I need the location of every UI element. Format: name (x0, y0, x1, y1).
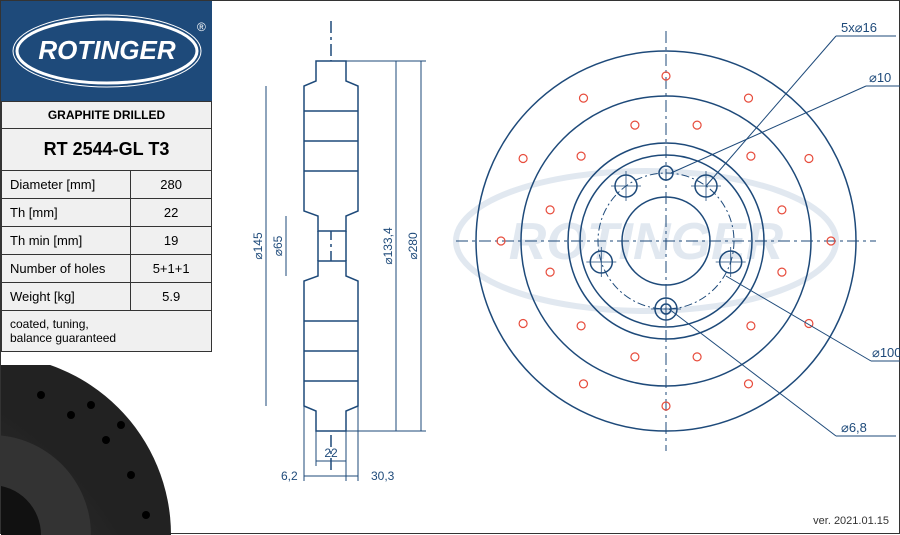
notes-text: coated, tuning, balance guaranteed (2, 311, 212, 352)
table-row: Th [mm] 22 (2, 199, 212, 227)
spec-value: 5+1+1 (131, 255, 212, 283)
svg-text:6,2: 6,2 (281, 469, 298, 483)
spec-table: GRAPHITE DRILLED RT 2544-GL T3 Diameter … (1, 101, 212, 352)
brand-logo-panel: ROTINGER ® (1, 1, 212, 101)
svg-text:⌀133,4: ⌀133,4 (381, 227, 395, 265)
spec-value: 19 (131, 227, 212, 255)
spec-value: 280 (131, 171, 212, 199)
svg-text:⌀145: ⌀145 (251, 232, 265, 260)
spec-value: 22 (131, 199, 212, 227)
spec-label: Th [mm] (2, 199, 131, 227)
table-row: Weight [kg] 5.9 (2, 283, 212, 311)
spec-label: Th min [mm] (2, 227, 131, 255)
spec-label: Diameter [mm] (2, 171, 131, 199)
technical-drawing: ROTINGER (216, 1, 900, 511)
svg-text:®: ® (197, 20, 206, 34)
svg-text:ROTINGER: ROTINGER (38, 35, 175, 65)
svg-text:⌀10: ⌀10 (869, 70, 891, 85)
svg-text:⌀100: ⌀100 (872, 345, 900, 360)
spec-label: Number of holes (2, 255, 131, 283)
svg-text:5x⌀16: 5x⌀16 (841, 20, 877, 35)
spec-label: Weight [kg] (2, 283, 131, 311)
product-type-row: GRAPHITE DRILLED (2, 102, 212, 129)
product-type: GRAPHITE DRILLED (2, 102, 212, 129)
table-row: Number of holes 5+1+1 (2, 255, 212, 283)
disc-thumbnail (1, 365, 181, 535)
table-row: Th min [mm] 19 (2, 227, 212, 255)
svg-text:⌀6,8: ⌀6,8 (841, 420, 867, 435)
svg-text:30,3: 30,3 (371, 469, 395, 483)
svg-text:⌀280: ⌀280 (406, 232, 420, 260)
spec-value: 5.9 (131, 283, 212, 311)
logo-svg: ROTINGER ® (2, 1, 212, 101)
notes-row: coated, tuning, balance guaranteed (2, 311, 212, 352)
svg-text:22: 22 (324, 446, 338, 460)
part-number: RT 2544-GL T3 (2, 129, 212, 171)
svg-text:⌀65: ⌀65 (271, 235, 285, 256)
table-row: Diameter [mm] 280 (2, 171, 212, 199)
part-number-row: RT 2544-GL T3 (2, 129, 212, 171)
version-text: ver. 2021.01.15 (813, 515, 889, 527)
